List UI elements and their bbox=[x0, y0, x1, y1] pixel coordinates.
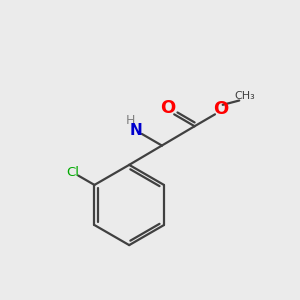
Text: Cl: Cl bbox=[66, 166, 79, 179]
Text: O: O bbox=[213, 100, 228, 118]
Text: O: O bbox=[160, 99, 175, 117]
Text: H: H bbox=[126, 114, 135, 128]
Text: CH₃: CH₃ bbox=[235, 91, 256, 101]
Text: N: N bbox=[130, 123, 142, 138]
